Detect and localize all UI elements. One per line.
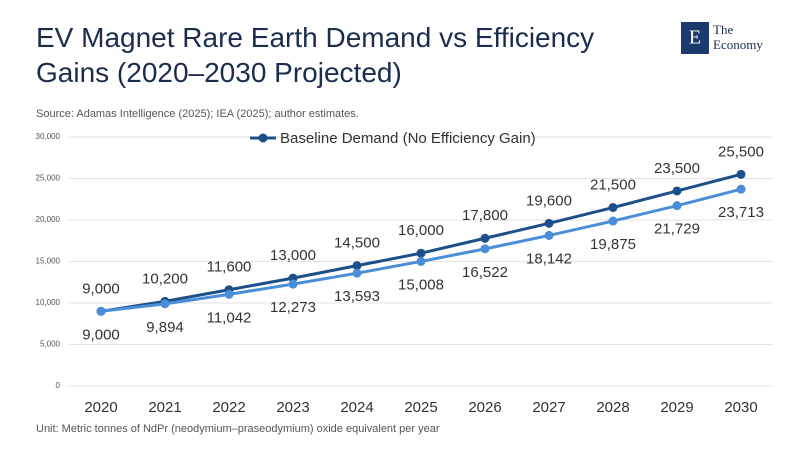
legend-label: Baseline Demand (No Efficiency Gain) (280, 130, 536, 147)
data-label: 9,894 (146, 319, 184, 336)
y-tick-label: 5,000 (40, 340, 61, 349)
y-tick-label: 0 (56, 381, 61, 390)
data-label: 9,000 (82, 280, 120, 297)
y-tick-label: 30,000 (36, 132, 61, 141)
data-point (480, 244, 490, 254)
data-label: 11,042 (207, 309, 252, 326)
x-tick-label: 2023 (276, 399, 309, 416)
data-point (224, 289, 234, 299)
x-tick-label: 2028 (596, 399, 629, 416)
data-label: 21,729 (654, 221, 700, 238)
data-point (608, 216, 618, 226)
x-tick-label: 2027 (532, 399, 565, 416)
legend-marker (258, 133, 268, 143)
x-tick-label: 2024 (340, 399, 373, 416)
data-point (672, 186, 682, 196)
data-label: 25,500 (718, 143, 764, 160)
data-label: 18,142 (526, 250, 572, 267)
data-label: 17,800 (462, 207, 508, 224)
y-tick-label: 15,000 (36, 257, 61, 266)
x-tick-label: 2026 (468, 399, 501, 416)
data-point (608, 203, 618, 213)
data-label: 19,875 (590, 236, 636, 253)
chart-title: EV Magnet Rare Earth Demand vs Efficienc… (36, 22, 595, 88)
y-tick-label: 20,000 (36, 215, 61, 224)
data-label: 11,600 (207, 259, 252, 276)
y-tick-label: 25,000 (36, 174, 61, 183)
x-tick-label: 2025 (404, 399, 437, 416)
data-label: 19,600 (526, 192, 572, 209)
x-tick-label: 2020 (84, 399, 117, 416)
data-label: 9,000 (82, 326, 120, 343)
data-label: 12,273 (270, 299, 316, 316)
logo-mark: E (689, 27, 701, 49)
logo-text: Economy (713, 37, 763, 52)
x-tick-label: 2022 (212, 399, 245, 416)
x-tick-label: 2030 (724, 399, 757, 416)
y-tick-label: 10,000 (36, 298, 61, 307)
data-label: 21,500 (590, 177, 636, 194)
data-point (544, 230, 554, 240)
data-point (288, 279, 298, 289)
logo-text: The (713, 22, 733, 37)
data-point (352, 268, 362, 278)
x-tick-label: 2021 (148, 399, 181, 416)
data-label: 15,008 (398, 276, 444, 293)
data-label: 10,200 (142, 270, 188, 287)
data-point (544, 218, 554, 228)
logo-box (681, 22, 709, 54)
data-label: 14,500 (334, 235, 380, 252)
data-label: 23,500 (654, 160, 700, 177)
data-point (352, 261, 362, 271)
data-point (672, 201, 682, 211)
data-point (416, 248, 426, 258)
data-point (416, 256, 426, 266)
data-label: 13,000 (270, 247, 316, 264)
unit-note: Unit: Metric tonnes of NdPr (neodymium–p… (36, 423, 440, 435)
data-label: 16,522 (462, 264, 508, 281)
data-point (160, 299, 170, 309)
x-tick-label: 2029 (660, 399, 693, 416)
data-label: 13,593 (334, 288, 380, 305)
data-point (96, 306, 106, 316)
subtitle: Source: Adamas Intelligence (2025); IEA … (36, 108, 359, 120)
data-label: 23,713 (718, 204, 764, 221)
data-label: 16,000 (398, 222, 444, 239)
data-point (480, 233, 490, 243)
data-point (736, 184, 746, 194)
data-point (736, 169, 746, 179)
